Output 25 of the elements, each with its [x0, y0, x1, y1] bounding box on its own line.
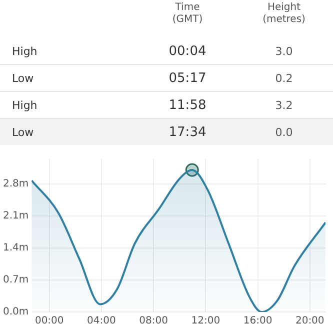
- text: 00:04: [168, 44, 208, 58]
- x-tick-label: 16:00: [243, 316, 272, 327]
- text: Height (metres): [262, 2, 306, 26]
- x-tick-label: 00:00: [34, 316, 64, 327]
- y-tick-label: 2.8m: [2, 178, 29, 190]
- y-tick-label: 1.4m: [2, 242, 29, 254]
- text: Low: [11, 126, 35, 138]
- x-tick-label: 12:00: [191, 316, 220, 327]
- text: Low: [11, 72, 35, 84]
- text: 17:34: [168, 124, 208, 140]
- text: High: [11, 44, 38, 58]
- y-tick-label: 0.7m: [2, 274, 29, 286]
- text: Time (GMT): [171, 2, 204, 26]
- x-tick-label: 04:00: [87, 316, 116, 327]
- text: 0.2: [274, 72, 294, 84]
- text: 0.0: [274, 126, 294, 138]
- text: 3.2: [274, 98, 294, 112]
- text: 3.0: [274, 44, 294, 58]
- y-tick-label: 0.0m: [2, 306, 29, 318]
- text: High: [11, 98, 38, 112]
- y-tick-label: 2.1m: [2, 210, 29, 222]
- text: 05:17: [168, 70, 208, 86]
- text: 11:58: [168, 98, 208, 112]
- x-tick-label: 08:00: [139, 316, 168, 327]
- x-tick-label: 20:00: [295, 316, 324, 327]
